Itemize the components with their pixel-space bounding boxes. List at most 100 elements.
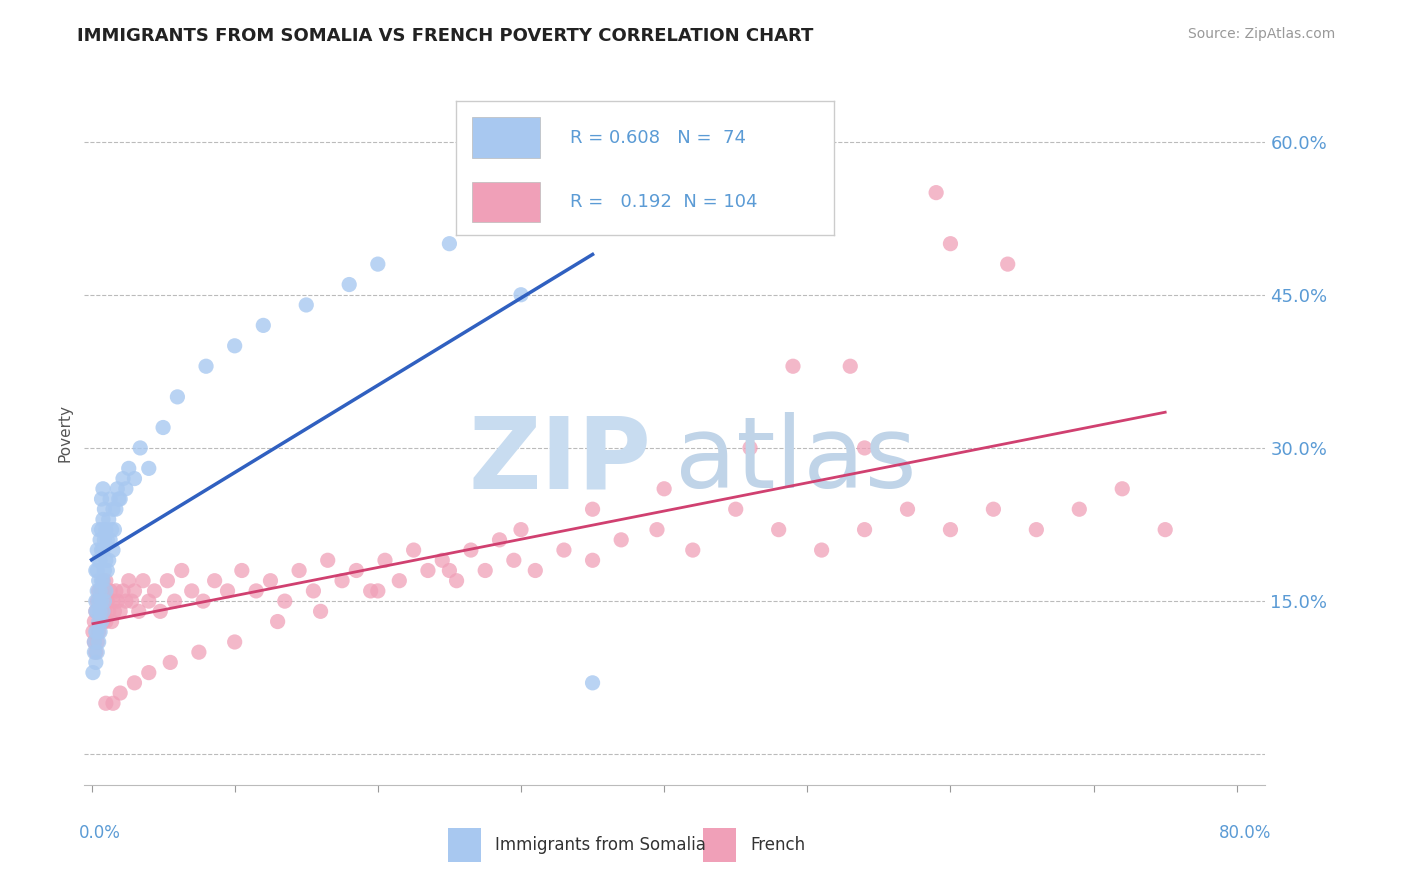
Point [87, 624, 110, 639]
Point [439, 236, 461, 251]
Point [93, 594, 115, 608]
Point [86, 604, 108, 618]
Point [128, 604, 150, 618]
Point [91, 512, 114, 526]
Point [1111, 482, 1133, 496]
Point [86, 543, 108, 558]
Point [91, 482, 114, 496]
Point [83, 635, 105, 649]
Point [997, 257, 1019, 271]
Point [118, 574, 141, 588]
Point [104, 583, 127, 598]
Point [474, 564, 496, 578]
Point [266, 615, 288, 629]
Point [101, 502, 124, 516]
Point [97, 512, 120, 526]
Point [84, 624, 107, 639]
Point [149, 604, 172, 618]
Point [98, 491, 121, 506]
Point [259, 574, 281, 588]
Point [89, 553, 111, 567]
Point [124, 583, 146, 598]
Point [416, 564, 439, 578]
Point [163, 594, 186, 608]
Point [97, 553, 120, 567]
Point [432, 553, 454, 567]
Text: 0.0%: 0.0% [79, 823, 121, 842]
Point [344, 564, 367, 578]
Point [103, 523, 125, 537]
Point [108, 686, 131, 700]
Point [367, 257, 389, 271]
Point [108, 604, 131, 618]
Point [94, 553, 117, 567]
Point [101, 696, 124, 710]
Point [245, 583, 267, 598]
Point [288, 564, 311, 578]
Point [87, 615, 110, 629]
Point [83, 615, 105, 629]
Point [82, 624, 104, 639]
Point [90, 594, 112, 608]
Point [100, 615, 122, 629]
Point [90, 543, 112, 558]
Point [90, 491, 112, 506]
Point [581, 502, 603, 516]
Point [100, 523, 122, 537]
Point [132, 574, 155, 588]
Point [91, 615, 114, 629]
Point [89, 594, 111, 608]
Point [510, 523, 533, 537]
Point [101, 594, 124, 608]
Point [782, 359, 804, 374]
Point [118, 461, 141, 475]
Point [337, 277, 360, 292]
Point [86, 645, 108, 659]
Point [983, 502, 1005, 516]
Point [93, 604, 115, 618]
Point [84, 645, 107, 659]
Point [510, 287, 533, 301]
Point [316, 553, 339, 567]
Point [83, 635, 105, 649]
Point [143, 583, 166, 598]
Point [581, 676, 603, 690]
Point [939, 523, 962, 537]
Point [330, 574, 353, 588]
Point [104, 502, 127, 516]
Point [84, 604, 107, 618]
Point [96, 594, 118, 608]
Point [138, 665, 160, 680]
Point [86, 624, 108, 639]
Text: 80.0%: 80.0% [1219, 823, 1271, 842]
Point [502, 553, 524, 567]
Point [89, 624, 111, 639]
Point [94, 615, 117, 629]
Point [446, 574, 468, 588]
Point [156, 574, 179, 588]
Point [90, 583, 112, 598]
Point [115, 594, 138, 608]
Point [97, 604, 120, 618]
Point [91, 543, 114, 558]
Point [193, 594, 215, 608]
Point [98, 533, 121, 547]
Point [896, 502, 918, 516]
Point [96, 533, 118, 547]
Text: atlas: atlas [675, 412, 917, 509]
Point [124, 472, 146, 486]
Point [652, 482, 675, 496]
Point [610, 533, 633, 547]
Point [853, 441, 876, 455]
Point [87, 594, 110, 608]
Point [84, 594, 107, 608]
Point [115, 482, 138, 496]
Point [724, 502, 747, 516]
Point [302, 583, 325, 598]
Point [83, 645, 105, 659]
Point [738, 441, 761, 455]
Point [94, 696, 117, 710]
Point [553, 543, 575, 558]
Point [111, 583, 134, 598]
Point [90, 523, 112, 537]
